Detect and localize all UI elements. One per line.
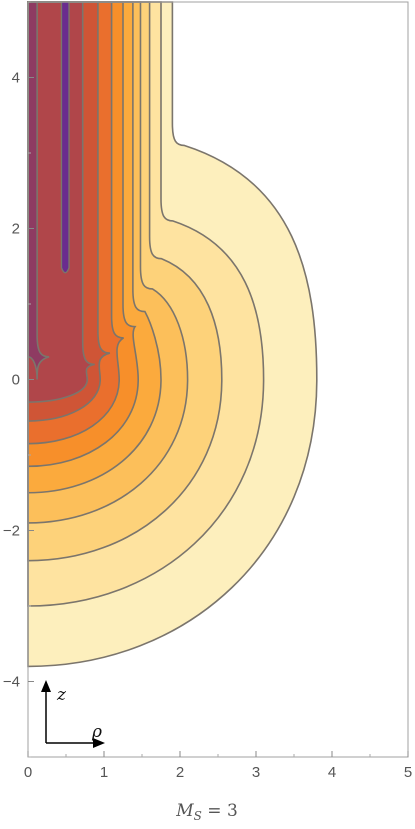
rho-arrow-head: [93, 738, 105, 748]
x-tick-label: 5: [404, 764, 412, 781]
contour-line-7: [27, 1, 125, 445]
caption: MS = 3: [175, 801, 238, 823]
caption-rest: = 3: [202, 801, 238, 821]
contour-region-core: [60, 1, 70, 274]
contour-line-4: [27, 1, 189, 524]
x-tick-label: 3: [252, 764, 260, 781]
x-tick-label: 0: [24, 764, 32, 781]
contour-region-10: [28, 2, 50, 380]
caption-m: M: [175, 801, 194, 821]
z-axis-label: z: [56, 685, 67, 705]
caption-sub: S: [194, 809, 202, 823]
contour-line-5: [27, 1, 162, 494]
axis-ticks: 0 1 2 3 4 5 −4 −2 0 2 4: [3, 1, 412, 781]
contour-line-1: [27, 1, 318, 668]
axes-orientation-glyph: z ρ: [41, 680, 105, 748]
x-tick-label: 1: [100, 764, 108, 781]
y-tick-label: 0: [12, 372, 20, 389]
y-tick-label: 4: [12, 70, 20, 87]
rho-axis-label: ρ: [91, 722, 102, 742]
contour-line-2: [27, 1, 265, 607]
contour-line-10: [27, 1, 50, 380]
contour-line-9: [27, 1, 95, 403]
contour-lines: [27, 1, 318, 668]
contour-line-3: [27, 1, 223, 562]
z-arrow-head: [41, 680, 51, 692]
y-tick-label: −2: [3, 523, 20, 540]
contour-line-8: [27, 1, 111, 422]
x-tick-label: 2: [176, 764, 184, 781]
y-tick-label: −4: [3, 674, 20, 691]
contour-fills: [28, 2, 408, 757]
contour-line-6: [27, 1, 140, 468]
x-tick-label: 4: [328, 764, 336, 781]
y-tick-label: 2: [12, 221, 20, 238]
